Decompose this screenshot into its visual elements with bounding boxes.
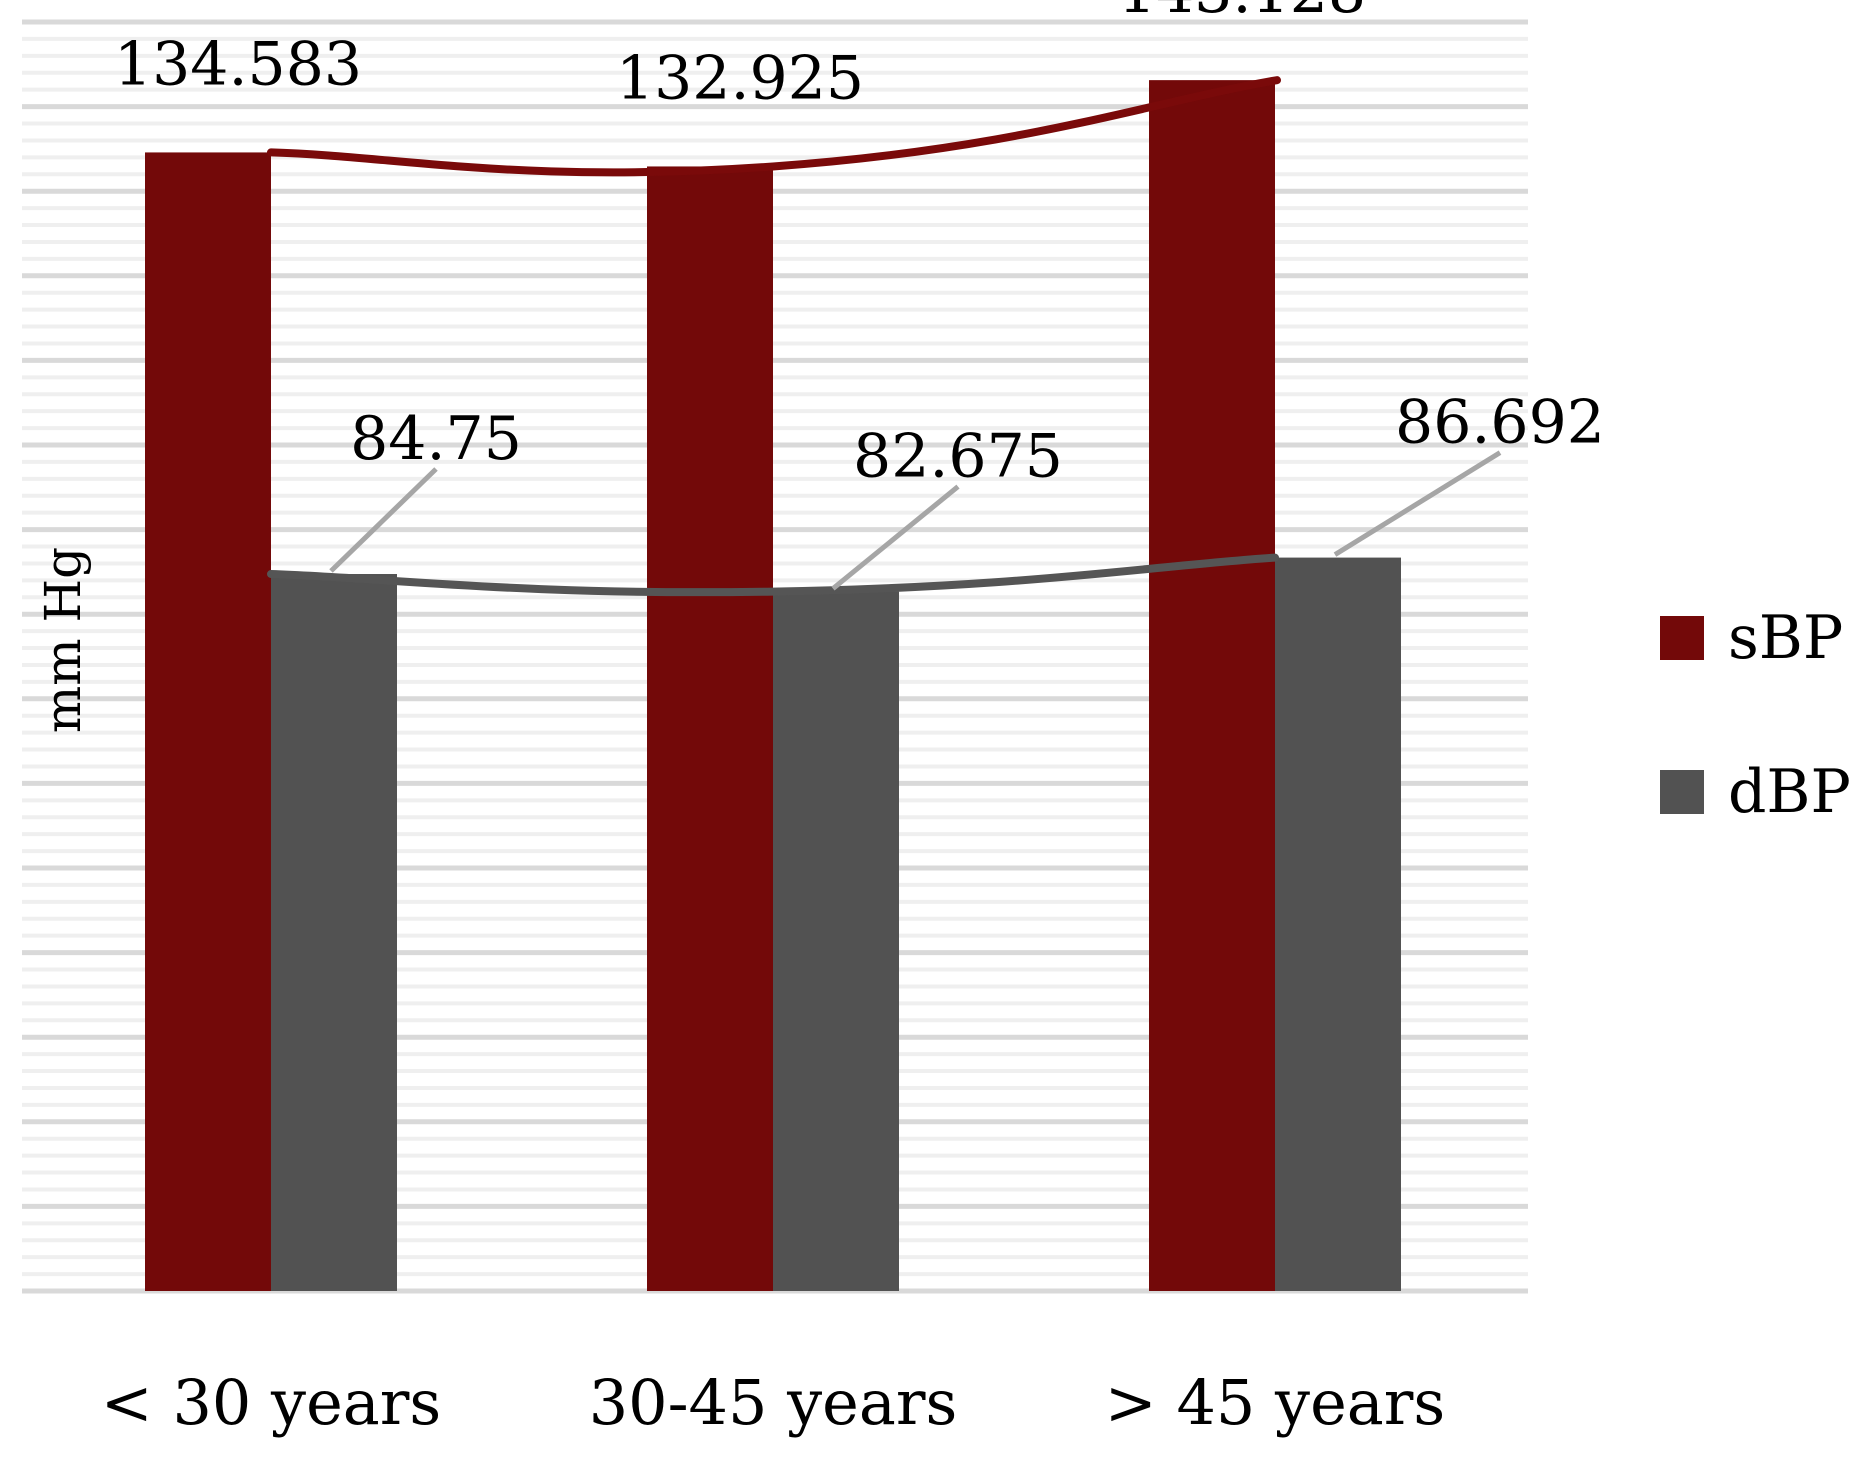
y-axis-label: mm Hg: [34, 547, 92, 733]
data-label-sbp-2: 132.925: [616, 43, 864, 113]
data-label-sbp-3: 143.128: [1118, 0, 1366, 27]
data-label-sbp-1: 134.583: [114, 29, 362, 99]
x-tick-label-1: < 30 years: [101, 1366, 441, 1439]
legend-swatch-sbp: [1660, 616, 1704, 660]
x-tick-label-3: > 45 years: [1105, 1366, 1445, 1439]
trendlines: [267, 76, 1281, 597]
legend-swatch-dbp: [1660, 770, 1704, 814]
leader-lines: [329, 450, 1502, 591]
data-labels: 134.583 132.925 143.128 84.75 82.675 86.692: [114, 0, 1605, 492]
data-label-dbp-1: 84.75: [350, 404, 522, 474]
x-axis-tick-labels: < 30 years 30-45 years > 45 years: [101, 1366, 1445, 1439]
leader-line-dbp-2: [831, 484, 960, 591]
bar-dbp-1: [271, 574, 397, 1291]
bar-sbp-2: [647, 166, 773, 1292]
trendline-dbp: [267, 553, 1279, 597]
bar-sbp-3: [1149, 80, 1275, 1292]
leader-line-dbp-1: [329, 467, 438, 573]
bar-dbp-3: [1275, 557, 1401, 1291]
leader-line-dbp-3: [1333, 450, 1502, 557]
data-label-dbp-2: 82.675: [853, 422, 1063, 492]
bar-sbp-1: [145, 152, 271, 1291]
bar-dbp-2: [773, 591, 899, 1291]
bars: [145, 80, 1401, 1292]
legend-label-dbp: dBP: [1728, 757, 1851, 827]
trendline-sbp: [267, 76, 1281, 177]
data-label-dbp-3: 86.692: [1395, 388, 1605, 458]
x-tick-label-2: 30-45 years: [589, 1366, 958, 1439]
legend-label-sbp: sBP: [1728, 603, 1843, 673]
legend: sBP dBP: [1660, 603, 1851, 827]
